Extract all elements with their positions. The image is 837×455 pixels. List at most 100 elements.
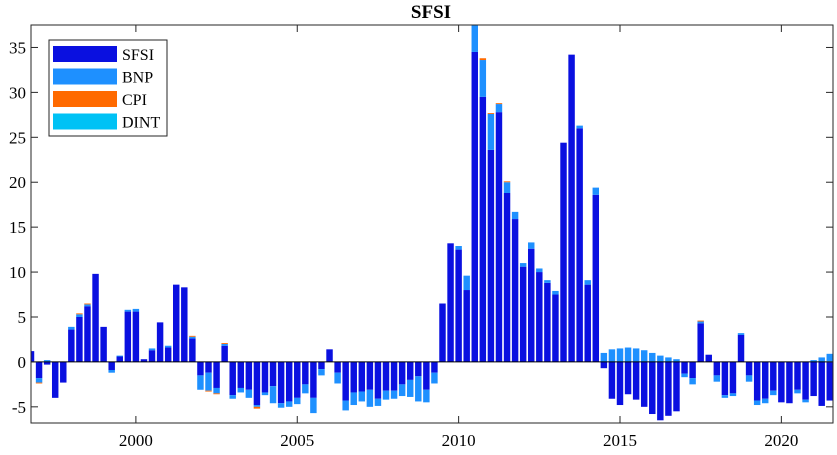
y-tick-label: 20 [9,173,26,192]
y-tick-label: 35 [9,38,26,57]
bar-bnp [592,187,600,195]
bar-sfsi [390,361,398,391]
plot-frame [30,24,834,424]
bar-bnp [479,60,487,97]
bar-bnp [552,290,559,295]
bar-sfsi [721,361,729,396]
bar-sfsi [713,361,721,376]
bar-bnp [519,263,527,267]
x-tick-label: 2005 [280,431,314,450]
legend-swatch-sfsi [53,46,117,62]
bar-sfsi [302,361,309,385]
bar-cpi [205,390,212,392]
bar-sfsi [705,354,712,362]
bar-bnp [681,373,688,378]
bar-sfsi [536,272,543,362]
bar-bnp [43,360,51,362]
bar-bnp [294,397,301,405]
bar-cpi [189,335,196,337]
bar-bnp [471,25,478,52]
bar-bnp [753,400,761,406]
bar-bnp [487,113,495,150]
bar-sfsi [76,316,83,362]
bar-bnp [463,275,470,291]
bar-sfsi [60,361,67,383]
legend-swatch-bnp [53,68,117,85]
bar-bnp [132,308,140,312]
bar-bnp [358,391,366,402]
bar-bnp [382,390,390,400]
bar-sfsi [229,361,236,396]
y-tick-label: 10 [9,263,26,282]
y-tick-label: 5 [18,308,27,327]
bar-bnp [495,104,503,113]
x-tick-label: 2015 [603,431,637,450]
bar-bnp [350,392,357,406]
bar-bnp [390,390,398,399]
bar-sfsi [318,361,325,370]
bar-bnp [245,389,253,398]
bar-sfsi [334,361,341,373]
bar-sfsi [576,128,583,362]
bar-sfsi [770,361,777,391]
bar-bnp [802,399,809,403]
bar-cpi [253,406,261,409]
bar-bnp [431,372,438,384]
bar-bnp [818,357,825,362]
bar-sfsi [68,329,75,362]
bar-bnp [697,321,704,324]
bar-bnp [455,246,462,250]
bar-sfsi [665,361,672,416]
bar-sfsi [189,338,196,362]
bar-sfsi [794,361,801,390]
bar-bnp [221,343,228,346]
legend: SFSI BNP CPI DINT [48,39,168,137]
bar-bnp [229,395,236,399]
bar-bnp [35,378,43,383]
bar-bnp [657,355,664,362]
bar-bnp [277,403,285,408]
bar-bnp [536,268,543,273]
bar-cpi [221,343,228,344]
bar-bnp [640,350,648,362]
y-tick-label: 30 [9,83,26,102]
bar-bnp [285,401,293,407]
bar-sfsi [657,361,664,421]
bar-sfsi [640,361,648,407]
bar-bnp [213,387,220,394]
bar-bnp [415,376,422,402]
bar-sfsi [487,149,495,362]
bar-bnp [624,347,632,362]
bar-bnp [737,333,745,335]
x-tick-label: 2010 [442,431,476,450]
bar-bnp [794,389,801,394]
bar-sfsi [51,361,59,398]
legend-swatch-dint [53,113,117,130]
bar-sfsi [221,345,228,362]
bar-sfsi [156,322,164,362]
bar-sfsi [116,356,123,362]
bar-sfsi [761,361,769,399]
legend-label-dint: DINT [122,115,160,132]
bar-sfsi [310,361,317,398]
bar-bnp [576,125,583,129]
bar-bnp [713,375,721,382]
bar-sfsi [294,361,301,398]
bar-sfsi [544,282,551,362]
bar-sfsi [568,54,575,362]
y-tick-label: 0 [18,353,27,372]
legend-label-sfsi: SFSI [122,47,154,64]
bar-sfsi [697,323,704,362]
bar-sfsi [382,361,390,391]
bar-bnp [406,379,414,397]
bar-bnp [770,390,777,396]
bar-cpi [84,303,91,305]
bar-bnp [689,378,696,385]
bar-sfsi [237,361,245,388]
bar-bnp [148,348,156,351]
bar-bnp [302,384,309,394]
bar-sfsi [43,361,51,365]
bar-bnp [253,405,261,407]
bar-sfsi [374,361,382,399]
